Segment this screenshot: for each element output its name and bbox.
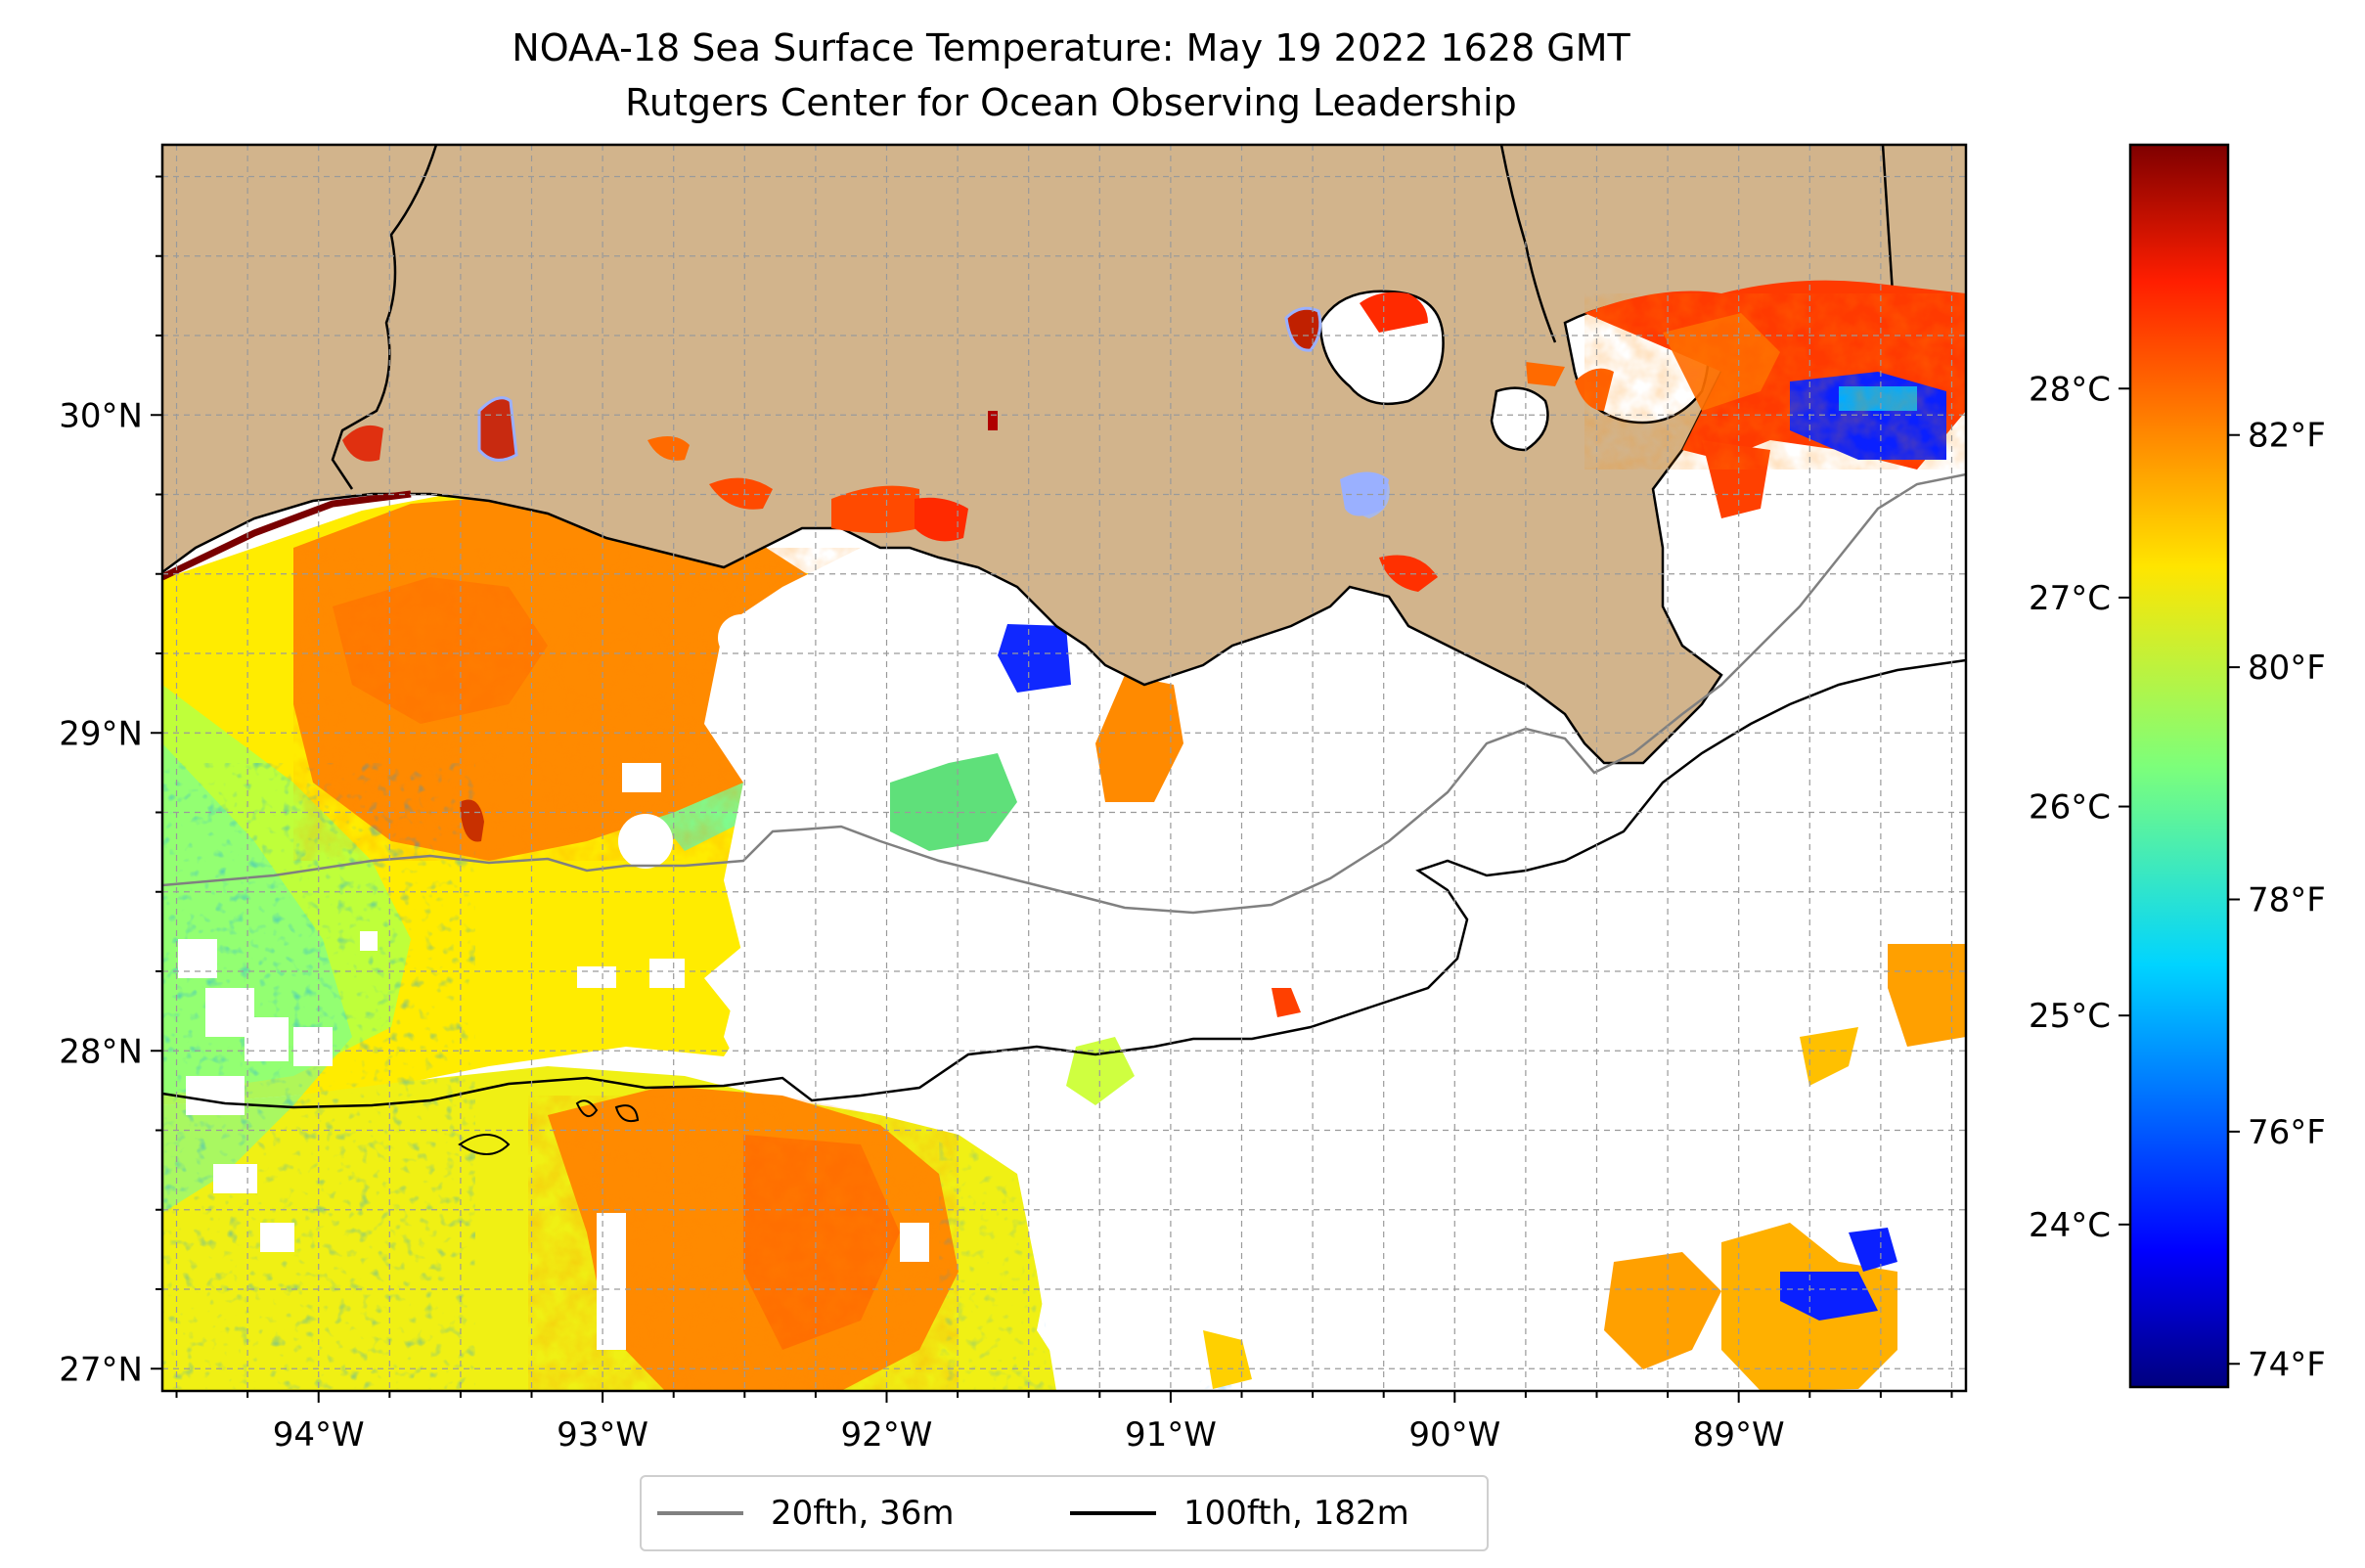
lat-tick-label: 30°N <box>59 396 143 435</box>
lat-tick-label: 29°N <box>59 714 143 753</box>
isobath-legend: 20fth, 36m 100fth, 182m <box>640 1475 1489 1551</box>
colorbar-f-label: 76°F <box>2248 1113 2326 1152</box>
colorbar-c-label: 24°C <box>2029 1206 2111 1245</box>
sst-delta <box>1526 280 1966 518</box>
legend-item-100fth: 100fth, 182m <box>1070 1477 1409 1549</box>
latitude-labels: 27°N 28°N 29°N 30°N <box>59 396 143 1389</box>
map-subtitle: Rutgers Center for Ocean Observing Leade… <box>625 81 1517 124</box>
lon-tick-label: 94°W <box>273 1415 365 1455</box>
map-title: NOAA-18 Sea Surface Temperature: May 19 … <box>512 26 1630 69</box>
colorbar-f-label: 82°F <box>2248 417 2326 456</box>
isobath-20fth <box>162 472 1966 915</box>
sst-lagoons <box>342 396 1438 842</box>
lon-tick-label: 89°W <box>1693 1415 1785 1455</box>
longitude-labels: 94°W 93°W 92°W 91°W 90°W 89°W <box>273 1415 1785 1455</box>
colorbar-celsius-ticks: 24°C 25°C 26°C 27°C 28°C <box>2029 370 2130 1245</box>
sst-patches <box>890 624 1966 1391</box>
colorbar-c-label: 25°C <box>2029 997 2111 1036</box>
map-panel <box>162 145 1966 1391</box>
lon-tick-label: 91°W <box>1125 1415 1217 1455</box>
legend-line-gray <box>657 1511 743 1515</box>
colorbar <box>2128 143 2230 1389</box>
colorbar-f-label: 78°F <box>2248 880 2326 919</box>
legend-label-100fth: 100fth, 182m <box>1183 1494 1409 1533</box>
colorbar-fahrenheit-ticks: 74°F 76°F 78°F 80°F 82°F <box>2228 417 2326 1384</box>
lat-tick-label: 27°N <box>59 1350 143 1389</box>
lon-tick-label: 92°W <box>841 1415 933 1455</box>
lon-tick-label: 90°W <box>1408 1415 1500 1455</box>
lat-tick-label: 28°N <box>59 1032 143 1071</box>
colorbar-c-label: 27°C <box>2029 579 2111 618</box>
legend-line-black <box>1070 1511 1156 1515</box>
isobath-100fth <box>162 658 1966 1109</box>
colorbar-c-label: 28°C <box>2029 370 2111 409</box>
isobaths <box>162 472 1966 1155</box>
lon-tick-label: 93°W <box>557 1415 648 1455</box>
land-louisiana <box>162 145 1966 765</box>
colorbar-c-label: 26°C <box>2029 788 2111 828</box>
legend-label-20fth: 20fth, 36m <box>771 1494 955 1533</box>
colorbar-f-label: 80°F <box>2248 649 2326 688</box>
graticule <box>162 145 1966 1391</box>
legend-item-20fth: 20fth, 36m <box>657 1477 955 1549</box>
colorbar-f-label: 74°F <box>2248 1345 2326 1384</box>
axis-ticks <box>151 175 1953 1403</box>
map-frame <box>160 143 1968 1393</box>
